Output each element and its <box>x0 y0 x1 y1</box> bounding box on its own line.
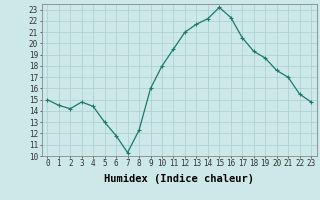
X-axis label: Humidex (Indice chaleur): Humidex (Indice chaleur) <box>104 174 254 184</box>
